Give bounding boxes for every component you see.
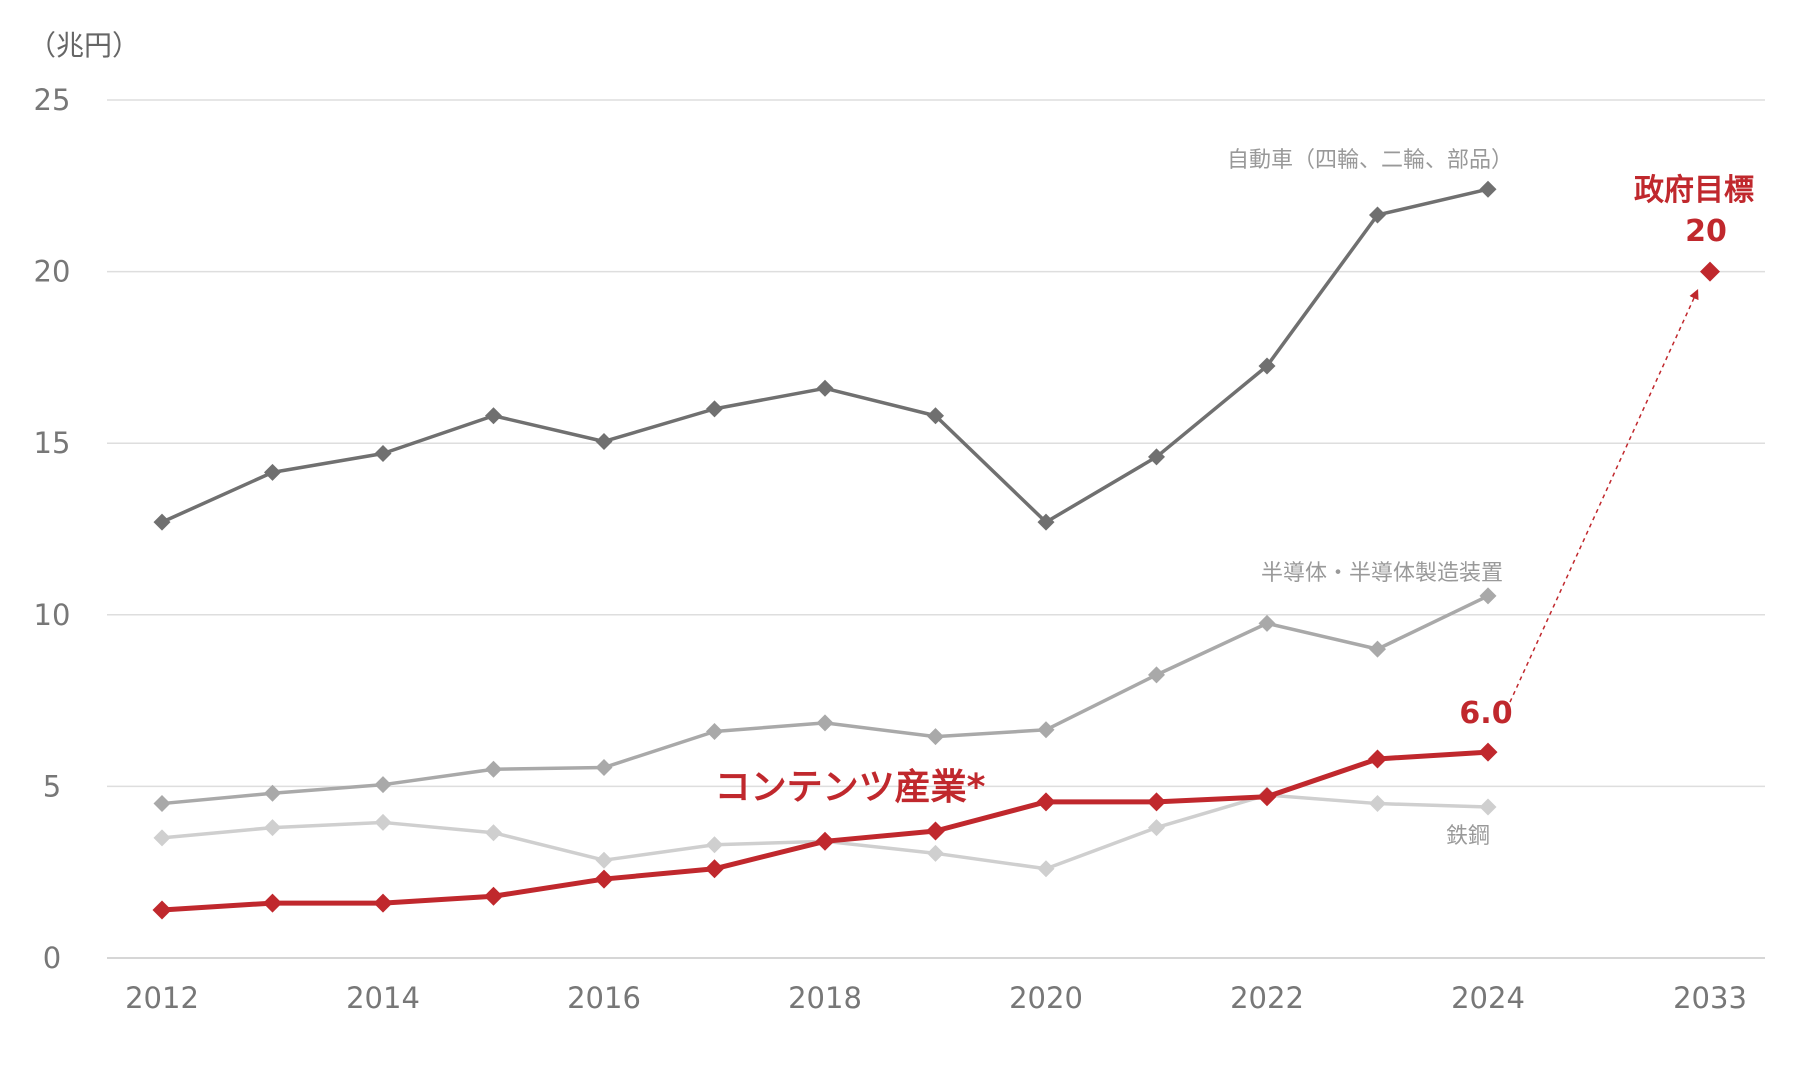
data-point-steel	[264, 819, 281, 837]
data-point-content-industry	[815, 831, 835, 851]
y-tick-label: 15	[34, 426, 71, 460]
x-axis: 2012 2014 2016 2018 2020 2022 2024 2033	[125, 981, 1747, 1015]
y-tick-label: 5	[43, 769, 61, 803]
data-point-content-industry	[1147, 792, 1166, 812]
labels-group: （兆円） 自動車（四輪、二輪、部品） 半導体・半導体製造装置 鉄鋼 コンテンツ産…	[28, 29, 1754, 849]
data-point-steel	[927, 844, 944, 862]
data-point-automobile	[264, 463, 281, 481]
data-point-steel	[706, 836, 723, 854]
data-point-automobile	[816, 379, 834, 397]
data-point-semiconductor	[264, 784, 281, 802]
x-tick-label: 2033	[1673, 981, 1747, 1015]
series-group	[152, 180, 1720, 920]
data-point-automobile	[927, 407, 944, 425]
data-point-content-industry	[263, 893, 282, 913]
data-point-content-industry	[1257, 787, 1277, 807]
data-point-automobile	[1479, 180, 1497, 198]
y-unit-label: （兆円）	[28, 29, 140, 62]
series-semiconductor	[153, 587, 1497, 813]
data-point-content-industry	[484, 886, 503, 906]
data-point-content-industry	[1478, 742, 1498, 762]
series-label-steel: 鉄鋼	[1446, 824, 1490, 849]
data-point-automobile	[1037, 513, 1055, 531]
data-point-steel	[374, 813, 392, 831]
y-tick-label: 20	[34, 255, 71, 289]
y-axis: 0 5 10 15 20 25	[34, 83, 71, 975]
x-tick-label: 2014	[346, 981, 420, 1015]
data-point-semiconductor	[595, 759, 613, 777]
series-content-industry	[152, 742, 1498, 920]
data-point-content-industry	[594, 869, 614, 889]
x-tick-label: 2022	[1230, 981, 1304, 1015]
y-tick-label: 0	[43, 941, 61, 975]
data-point-automobile	[706, 400, 723, 418]
data-point-steel	[485, 824, 502, 842]
data-point-semiconductor	[1258, 614, 1276, 632]
target-point	[1700, 261, 1720, 282]
data-point-semiconductor	[1479, 587, 1497, 605]
series-label-semiconductor: 半導体・半導体製造装置	[1261, 561, 1503, 586]
data-point-content-industry	[926, 821, 945, 841]
data-point-content-industry	[1036, 792, 1056, 812]
series-label-content-industry: コンテンツ産業*	[715, 767, 986, 808]
last-value-label: 6.0	[1459, 696, 1512, 731]
series-line-automobile	[161, 187, 1489, 524]
data-point-semiconductor	[374, 776, 392, 794]
data-point-semiconductor	[927, 728, 944, 746]
x-tick-label: 2020	[1009, 981, 1083, 1015]
target-value-label: 20	[1685, 214, 1727, 249]
target-arrow	[1509, 289, 1699, 703]
target-title-label: 政府目標	[1634, 173, 1754, 208]
data-point-semiconductor	[485, 760, 502, 778]
data-point-semiconductor	[706, 722, 723, 740]
data-point-content-industry	[705, 859, 724, 879]
data-point-steel	[595, 851, 613, 869]
x-tick-label: 2018	[788, 981, 862, 1015]
data-point-content-industry	[1368, 749, 1387, 769]
data-point-steel	[153, 829, 171, 847]
data-point-steel	[1148, 819, 1165, 837]
data-point-automobile	[1258, 357, 1276, 375]
data-point-steel	[1369, 795, 1386, 813]
x-tick-label: 2024	[1451, 981, 1525, 1015]
data-point-automobile	[374, 444, 392, 462]
data-point-content-industry	[373, 893, 393, 913]
data-point-automobile	[1369, 206, 1386, 224]
data-point-automobile	[153, 513, 171, 531]
data-point-semiconductor	[816, 714, 834, 732]
series-automobile	[153, 180, 1497, 531]
data-point-steel	[1479, 798, 1497, 816]
data-point-semiconductor	[1037, 721, 1055, 739]
data-point-steel	[1037, 860, 1055, 878]
data-point-semiconductor	[1369, 640, 1386, 658]
data-point-automobile	[485, 407, 502, 425]
x-tick-label: 2016	[567, 981, 641, 1015]
y-tick-label: 25	[34, 83, 71, 117]
series-label-automobile: 自動車（四輪、二輪、部品）	[1227, 148, 1513, 173]
data-point-automobile	[595, 432, 613, 450]
data-point-content-industry	[152, 900, 172, 920]
x-tick-label: 2012	[125, 981, 199, 1015]
y-tick-label: 10	[34, 598, 71, 632]
data-point-semiconductor	[1148, 666, 1165, 684]
data-point-automobile	[1148, 448, 1165, 466]
data-point-semiconductor	[153, 795, 171, 813]
